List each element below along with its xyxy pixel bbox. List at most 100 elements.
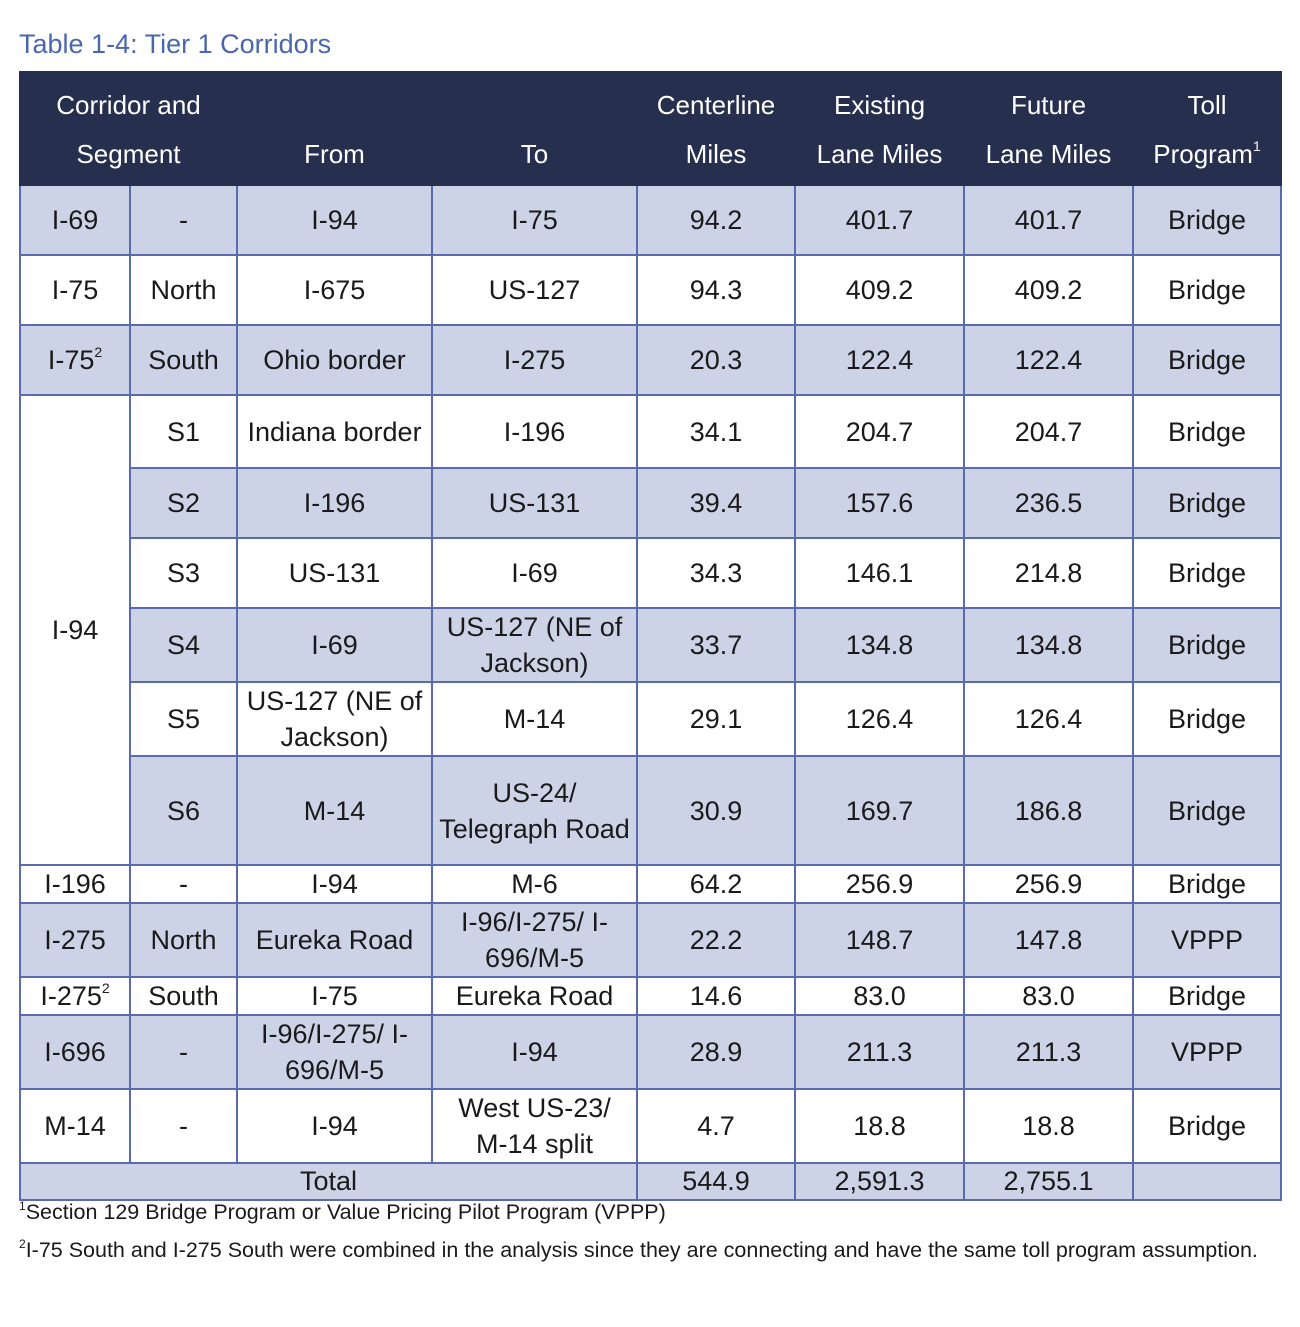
cell-to: US-24/ Telegraph Road (431, 755, 639, 866)
cell-centerline-miles: 4.7 (636, 1088, 797, 1164)
cell-from: US-127 (NE of Jackson) (236, 681, 434, 757)
cell-corridor: I-2752 (19, 976, 131, 1016)
cell-segment: S1 (128, 394, 239, 469)
cell-from: Eureka Road (236, 902, 434, 978)
table-row: I-69- I-94 I-75 94.2 401.7 401.7 Bridge (19, 184, 1283, 256)
cell-from: US-131 (236, 537, 434, 609)
cell-segment: - (128, 1088, 239, 1164)
footnote-1: 1Section 129 Bridge Program or Value Pri… (19, 1199, 666, 1224)
cell-segment: South (128, 976, 239, 1016)
cell-from: I-94 (236, 1088, 434, 1164)
total-existing: 2,591.3 (794, 1162, 966, 1201)
header-corridor-segment: Corridor and Segment (18, 71, 239, 186)
cell-centerline-miles: 28.9 (636, 1014, 797, 1090)
header-to: To (431, 71, 639, 186)
footnote-2: 2I-75 South and I-275 South were combine… (19, 1237, 1258, 1262)
cell-future-lane-miles: 214.8 (963, 537, 1135, 609)
table-row: S2 I-196 US-131 39.4 157.6 236.5 Bridge (20, 467, 1283, 539)
cell-from: I-69 (236, 607, 434, 683)
cell-centerline-miles: 22.2 (636, 902, 797, 978)
header-centerline-miles: Centerline Miles (636, 71, 797, 186)
cell-from: I-75 (236, 976, 434, 1016)
cell-existing-lane-miles: 18.8 (794, 1088, 966, 1164)
cell-existing-lane-miles: 409.2 (794, 254, 966, 326)
cell-toll-program: Bridge (1132, 324, 1283, 396)
cell-to: Eureka Road (431, 976, 639, 1016)
cell-centerline-miles: 30.9 (636, 755, 797, 866)
cell-to: West US-23/ M-14 split (431, 1088, 639, 1164)
total-future: 2,755.1 (963, 1162, 1135, 1201)
cell-toll-program: Bridge (1132, 254, 1283, 326)
cell-from: M-14 (236, 755, 434, 866)
cell-to: I-275 (431, 324, 639, 396)
cell-future-lane-miles: 186.8 (963, 755, 1135, 866)
cell-to: I-196 (431, 394, 639, 469)
cell-existing-lane-miles: 126.4 (794, 681, 966, 757)
cell-future-lane-miles: 409.2 (963, 254, 1135, 326)
table-row: I-94 S1 Indiana border I-196 34.1 204.7 204.7 B… (19, 394, 1283, 866)
cell-future-lane-miles: 236.5 (963, 467, 1135, 539)
cell-future-lane-miles: 401.7 (963, 184, 1135, 256)
cell-toll-program: VPPP (1132, 902, 1283, 978)
cell-future-lane-miles: 134.8 (963, 607, 1135, 683)
cell-corridor: I-94 (19, 394, 131, 866)
cell-existing-lane-miles: 211.3 (794, 1014, 966, 1090)
cell-segment: S4 (128, 607, 239, 683)
cell-centerline-miles: 34.3 (636, 537, 797, 609)
header-toll-program: Toll Program1 (1132, 71, 1283, 186)
cell-segment: - (128, 1014, 239, 1090)
table-row: M-14- I-94 West US-23/ M-14 split 4.7 18.8 18… (19, 1088, 1283, 1164)
cell-existing-lane-miles: 146.1 (794, 537, 966, 609)
cell-from: Ohio border (236, 324, 434, 396)
table-row: I-275 North Eureka Road I-96/I-275/ I-696/M… (19, 902, 1283, 978)
cell-to: I-96/I-275/ I-696/M-5 (431, 902, 639, 978)
cell-to: US-127 (NE of Jackson) (431, 607, 639, 683)
cell-segment: North (128, 902, 239, 978)
cell-centerline-miles: 29.1 (636, 681, 797, 757)
cell-to: I-94 (431, 1014, 639, 1090)
cell-existing-lane-miles: 256.9 (794, 864, 966, 904)
cell-existing-lane-miles: 157.6 (794, 467, 966, 539)
table-row: S6 M-14 US-24/ Telegraph Road 30.9 169.7 186.… (20, 755, 1283, 866)
cell-existing-lane-miles: 401.7 (794, 184, 966, 256)
cell-to: I-69 (431, 537, 639, 609)
cell-toll-program: Bridge (1132, 1088, 1283, 1164)
cell-existing-lane-miles: 148.7 (794, 902, 966, 978)
cell-existing-lane-miles: 122.4 (794, 324, 966, 396)
table-row: I-752 South Ohio border I-275 20.3 122.4 122.4… (19, 324, 1283, 396)
cell-centerline-miles: 33.7 (636, 607, 797, 683)
cell-to: US-131 (431, 467, 639, 539)
cell-from: I-94 (236, 864, 434, 904)
header-future-lane-miles: Future Lane Miles (963, 71, 1135, 186)
cell-future-lane-miles: 18.8 (963, 1088, 1135, 1164)
total-centerline: 544.9 (636, 1162, 797, 1201)
cell-future-lane-miles: 126.4 (963, 681, 1135, 757)
total-toll (1132, 1162, 1283, 1201)
cell-future-lane-miles: 83.0 (963, 976, 1135, 1016)
table-row: S4 I-69 US-127 (NE of Jackson) 33.7 134.8 134… (20, 607, 1283, 683)
table-row: S5 US-127 (NE of Jackson) M-14 29.1 126.4 126… (20, 681, 1283, 757)
cell-future-lane-miles: 122.4 (963, 324, 1135, 396)
table-caption: Table 1-4: Tier 1 Corridors (19, 29, 332, 59)
cell-from: I-94 (236, 184, 434, 256)
cell-segment: S3 (128, 537, 239, 609)
cell-corridor: M-14 (19, 1088, 131, 1164)
cell-segment: S6 (128, 755, 239, 866)
cell-toll-program: Bridge (1132, 681, 1283, 757)
cell-segment: S5 (128, 681, 239, 757)
cell-toll-program: Bridge (1132, 755, 1283, 866)
cell-corridor: I-196 (19, 864, 131, 904)
cell-from: Indiana border (236, 394, 434, 469)
cell-from: I-196 (236, 467, 434, 539)
cell-centerline-miles: 94.2 (636, 184, 797, 256)
cell-to: M-6 (431, 864, 639, 904)
cell-to: I-75 (431, 184, 639, 256)
cell-centerline-miles: 14.6 (636, 976, 797, 1016)
cell-from: I-96/I-275/ I-696/M-5 (236, 1014, 434, 1090)
cell-centerline-miles: 39.4 (636, 467, 797, 539)
cell-segment: North (128, 254, 239, 326)
cell-centerline-miles: 20.3 (636, 324, 797, 396)
cell-segment: - (128, 864, 239, 904)
cell-toll-program: Bridge (1132, 864, 1283, 904)
cell-future-lane-miles: 211.3 (963, 1014, 1135, 1090)
